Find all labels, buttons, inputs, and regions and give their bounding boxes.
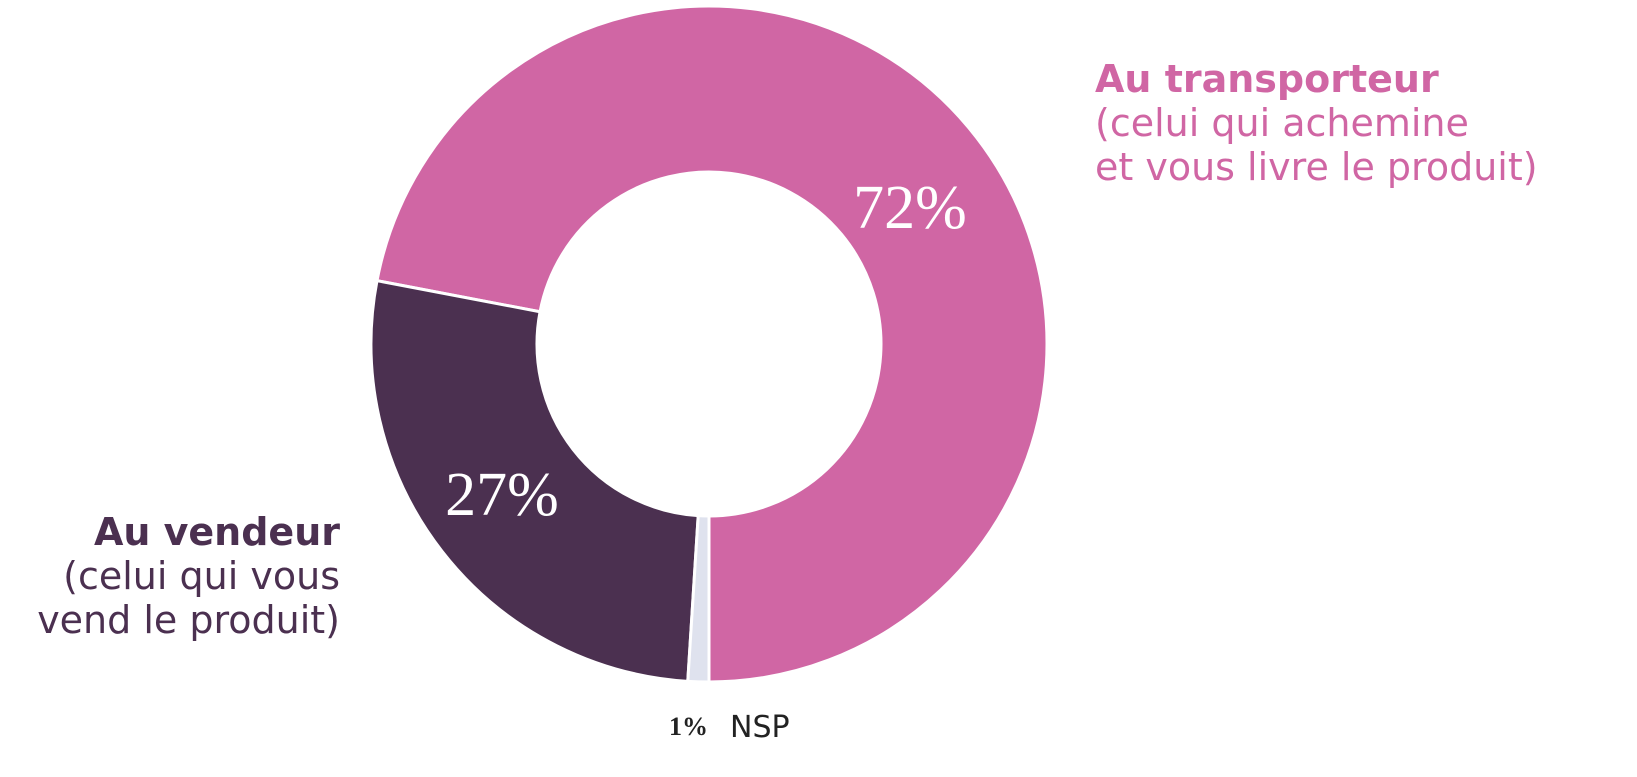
category-description: (celui qui vous <box>63 554 340 598</box>
value-label: 1% <box>669 712 708 741</box>
value-label: 72% <box>853 174 967 242</box>
category-label: Au vendeur <box>94 510 340 554</box>
donut-slice <box>686 514 711 684</box>
value-label: 27% <box>445 461 559 529</box>
category-description: vend le produit) <box>37 598 340 642</box>
category-description: (celui qui achemine <box>1095 101 1469 145</box>
donut-slice <box>375 4 1049 684</box>
category-label: Au transporteur <box>1095 57 1439 101</box>
category-description: et vous livre le produit) <box>1095 145 1538 189</box>
donut-slice <box>369 278 700 683</box>
category-label: NSP <box>730 710 790 745</box>
